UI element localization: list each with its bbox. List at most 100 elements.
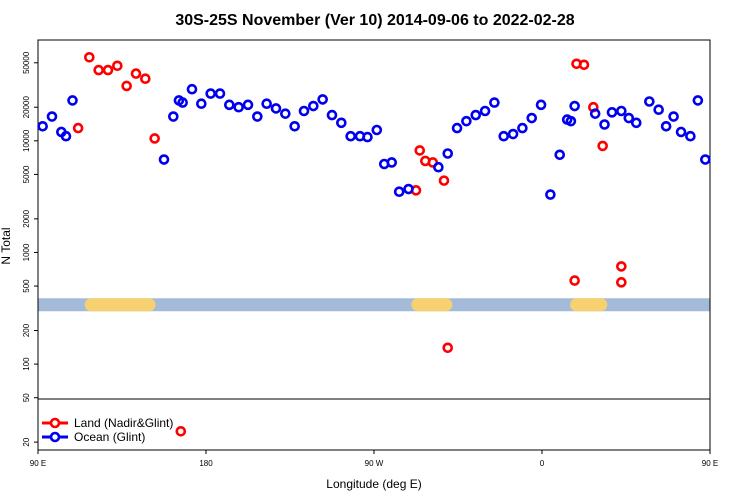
point-land-4 [112,60,123,72]
point-ocean-52 [599,119,610,130]
point-ocean-49 [565,115,577,127]
point-ocean-43 [517,122,528,134]
point-ocean-16 [252,111,263,122]
land-segment-0 [84,298,156,312]
point-ocean-41 [498,130,510,142]
legend-label-ocean: Ocean (Glint) [74,430,145,444]
point-ocean-62 [685,130,696,142]
point-ocean-19 [280,108,291,119]
point-land-5 [121,80,132,92]
x-tick-label-1: 180 [199,459,213,468]
point-ocean-40 [489,97,500,108]
point-land-10 [414,145,426,156]
point-ocean-4 [67,95,78,106]
point-ocean-55 [623,112,635,124]
y-axis-label: N Total [0,227,13,264]
point-land-15 [175,426,187,437]
ocean-band [38,298,710,312]
point-ocean-6 [168,111,179,122]
point-land-7 [140,73,151,85]
point-ocean-50 [569,100,580,112]
point-ocean-14 [233,101,244,113]
y-tick-label-8: 10000 [22,129,31,152]
point-land-2 [93,64,104,76]
point-land-16 [569,275,580,286]
point-ocean-0 [37,120,48,132]
point-ocean-31 [386,157,398,168]
point-ocean-24 [326,109,338,121]
point-ocean-5 [158,154,170,165]
point-ocean-47 [554,149,566,161]
y-tick-label-7: 5000 [22,165,31,183]
point-ocean-29 [371,124,383,136]
point-ocean-34 [433,161,444,173]
point-land-6 [130,68,142,79]
point-ocean-38 [470,109,482,121]
point-ocean-28 [362,131,373,143]
point-ocean-1 [46,111,58,122]
point-ocean-22 [308,100,319,112]
data-points [37,51,711,437]
point-land-3 [102,64,114,76]
legend: Land (Nadir&Glint) Ocean (Glint) [42,416,173,444]
point-land-1 [72,122,84,134]
point-ocean-18 [270,103,282,114]
point-ocean-39 [479,105,491,117]
y-tick-label-4: 500 [22,279,31,293]
point-ocean-23 [317,94,328,105]
legend-item-ocean: Ocean (Glint) [42,430,145,444]
point-ocean-10 [196,98,207,110]
y-tick-label-2: 100 [22,357,31,371]
point-ocean-26 [345,130,356,142]
x-tick-label-0: 90 E [30,459,46,468]
point-ocean-12 [214,88,226,99]
point-land-13 [438,175,450,186]
land-ocean-band [38,298,710,312]
point-ocean-56 [630,117,642,129]
point-ocean-57 [644,96,655,107]
point-ocean-53 [606,107,618,118]
point-land-22 [616,261,627,272]
legend-label-land: Land (Nadir&Glint) [74,416,173,430]
point-ocean-46 [545,189,556,200]
chart-title: 30S-25S November (Ver 10) 2014-09-06 to … [175,12,574,29]
point-ocean-63 [692,95,704,106]
y-tick-label-6: 2000 [22,209,31,227]
point-land-23 [616,277,627,288]
point-ocean-21 [298,105,310,117]
point-ocean-58 [653,104,664,115]
point-ocean-59 [660,120,672,132]
point-ocean-35 [442,148,454,159]
point-ocean-9 [186,83,198,95]
point-ocean-33 [403,183,414,195]
point-ocean-11 [205,88,216,99]
point-ocean-64 [700,154,711,165]
x-tick-label-3: 0 [540,459,545,468]
point-ocean-54 [616,105,627,117]
y-tick-label-0: 20 [22,437,31,446]
y-tick-label-1: 50 [22,393,31,402]
plot-frame [37,39,711,451]
point-ocean-15 [242,99,254,111]
point-ocean-61 [675,126,687,138]
point-land-20 [597,140,608,152]
y-tick-label-3: 200 [22,323,31,337]
point-ocean-20 [289,120,300,132]
land-segment-2 [570,298,608,312]
y-tick-label-9: 20000 [22,96,31,119]
point-ocean-8 [177,97,188,108]
x-axis-label: Longitude (deg E) [326,477,421,491]
legend-item-land: Land (Nadir&Glint) [42,416,173,430]
point-ocean-42 [507,128,519,140]
point-land-0 [84,51,95,63]
point-land-8 [149,133,160,144]
point-ocean-25 [336,117,347,129]
legend-marker-ocean [49,431,61,443]
land-segment-1 [411,298,453,312]
point-ocean-3 [60,130,72,142]
y-axis: 20 50 100 200 500 1000 2000 5000 10000 20000 50000 [22,51,38,447]
point-land-14 [442,342,454,354]
point-ocean-44 [526,112,538,124]
x-tick-label-2: 90 W [365,459,384,468]
